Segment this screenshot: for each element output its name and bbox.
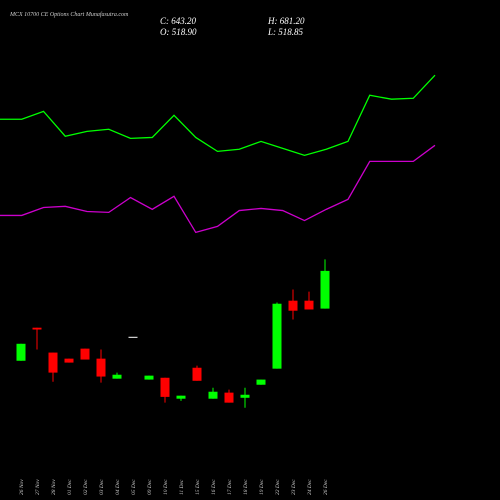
- x-tick-label: 03 Dec: [99, 479, 105, 495]
- candle-body: [96, 358, 106, 377]
- candle-body: [240, 394, 250, 398]
- x-tick-label: 02 Dec: [83, 479, 89, 495]
- candle-body: [64, 358, 74, 363]
- x-tick-label: 09 Dec: [147, 479, 153, 495]
- x-tick-label: 26 Nov: [19, 479, 25, 495]
- x-tick-label: 05 Dec: [131, 479, 137, 495]
- candle-body: [112, 374, 122, 379]
- indicator-line: [0, 144, 436, 234]
- x-tick-label: 28 Nov: [51, 479, 57, 495]
- candle-body: [224, 392, 234, 403]
- candle-body: [80, 348, 90, 360]
- x-tick-label: 17 Dec: [227, 479, 233, 495]
- open-label: O: 518.90: [160, 27, 197, 37]
- x-tick-label: 15 Dec: [195, 479, 201, 495]
- candle-body: [256, 379, 266, 385]
- candle-body: [304, 300, 314, 310]
- candle-body: [272, 303, 282, 369]
- chart-title: MCX 10700 CE Options Chart Munafasutra.c…: [9, 11, 129, 18]
- candle-body: [176, 395, 186, 399]
- indicator-line: [0, 74, 436, 157]
- close-label: C: 643.20: [160, 16, 197, 26]
- x-tick-label: 22 Dec: [275, 479, 281, 495]
- candle-body: [144, 375, 154, 380]
- candle-body: [32, 327, 42, 330]
- candle-body: [16, 343, 26, 361]
- candle-body: [192, 367, 202, 381]
- x-tick-label: 24 Dec: [306, 479, 313, 495]
- x-tick-label: 16 Dec: [211, 479, 217, 495]
- candle-body: [288, 300, 298, 311]
- x-tick-label: 27 Nov: [35, 479, 41, 495]
- x-tick-label: 04 Dec: [114, 479, 121, 495]
- candle-body: [320, 270, 330, 309]
- x-tick-label: 11 Dec: [179, 479, 185, 495]
- candle-body: [48, 352, 58, 373]
- x-tick-label: 19 Dec: [259, 479, 265, 495]
- x-tick-label: 01 Dec: [67, 479, 73, 495]
- low-label: L: 518.85: [267, 27, 304, 37]
- high-label: H: 681.20: [267, 16, 305, 26]
- x-tick-label: 18 Dec: [243, 479, 249, 495]
- x-tick-label: 10 Dec: [163, 479, 169, 495]
- x-tick-label: 26 Dec: [323, 479, 329, 495]
- x-tick-label: 23 Dec: [291, 479, 297, 495]
- candle-body: [128, 336, 138, 338]
- candle-body: [208, 391, 218, 399]
- candle-body: [160, 377, 170, 397]
